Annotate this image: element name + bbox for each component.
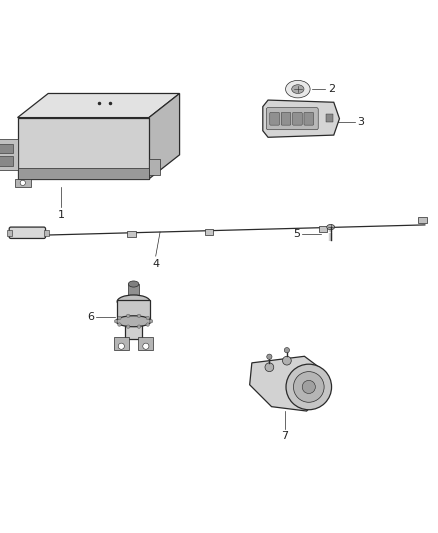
Text: 3: 3 xyxy=(357,117,364,127)
Bar xyxy=(319,226,328,232)
Ellipse shape xyxy=(116,316,151,327)
Bar xyxy=(418,217,427,223)
Ellipse shape xyxy=(128,281,139,287)
Bar xyxy=(205,229,213,235)
Circle shape xyxy=(118,323,121,326)
Bar xyxy=(127,231,136,237)
Ellipse shape xyxy=(286,80,310,98)
Polygon shape xyxy=(15,179,31,187)
FancyBboxPatch shape xyxy=(293,112,302,125)
Polygon shape xyxy=(0,140,18,170)
Text: 4: 4 xyxy=(152,259,159,269)
FancyBboxPatch shape xyxy=(281,112,291,125)
Circle shape xyxy=(127,314,130,318)
Polygon shape xyxy=(263,100,339,138)
Polygon shape xyxy=(114,336,129,350)
Circle shape xyxy=(149,319,153,323)
FancyBboxPatch shape xyxy=(304,112,314,125)
Circle shape xyxy=(118,316,121,320)
Circle shape xyxy=(20,180,25,185)
Text: 5: 5 xyxy=(293,229,300,239)
Ellipse shape xyxy=(327,224,335,230)
FancyBboxPatch shape xyxy=(270,112,279,125)
Bar xyxy=(326,114,333,123)
Polygon shape xyxy=(250,356,326,411)
Circle shape xyxy=(286,364,332,410)
Ellipse shape xyxy=(117,295,150,308)
Polygon shape xyxy=(18,118,149,179)
Bar xyxy=(0,156,13,166)
Circle shape xyxy=(118,343,124,349)
Circle shape xyxy=(137,314,141,318)
Circle shape xyxy=(146,323,149,326)
Text: 2: 2 xyxy=(328,84,336,94)
Text: 7: 7 xyxy=(281,431,288,441)
Circle shape xyxy=(146,316,149,320)
FancyBboxPatch shape xyxy=(9,227,46,238)
Circle shape xyxy=(267,354,272,359)
Bar xyxy=(117,300,150,321)
Bar xyxy=(7,230,12,236)
Circle shape xyxy=(114,319,118,323)
Circle shape xyxy=(143,343,149,349)
Bar xyxy=(128,284,139,300)
Circle shape xyxy=(137,325,141,328)
FancyBboxPatch shape xyxy=(266,108,318,130)
Polygon shape xyxy=(18,93,180,118)
Circle shape xyxy=(127,325,130,328)
Circle shape xyxy=(293,372,324,402)
Polygon shape xyxy=(149,159,160,174)
Circle shape xyxy=(284,348,290,353)
Polygon shape xyxy=(18,168,149,179)
Bar xyxy=(44,230,49,236)
Polygon shape xyxy=(138,336,153,350)
Ellipse shape xyxy=(292,85,304,93)
Text: 1: 1 xyxy=(58,211,65,221)
Bar xyxy=(125,318,142,339)
Text: 6: 6 xyxy=(87,312,94,322)
Circle shape xyxy=(265,363,274,372)
Polygon shape xyxy=(149,93,180,179)
Bar xyxy=(0,144,13,154)
Circle shape xyxy=(283,356,291,365)
Circle shape xyxy=(302,381,315,393)
